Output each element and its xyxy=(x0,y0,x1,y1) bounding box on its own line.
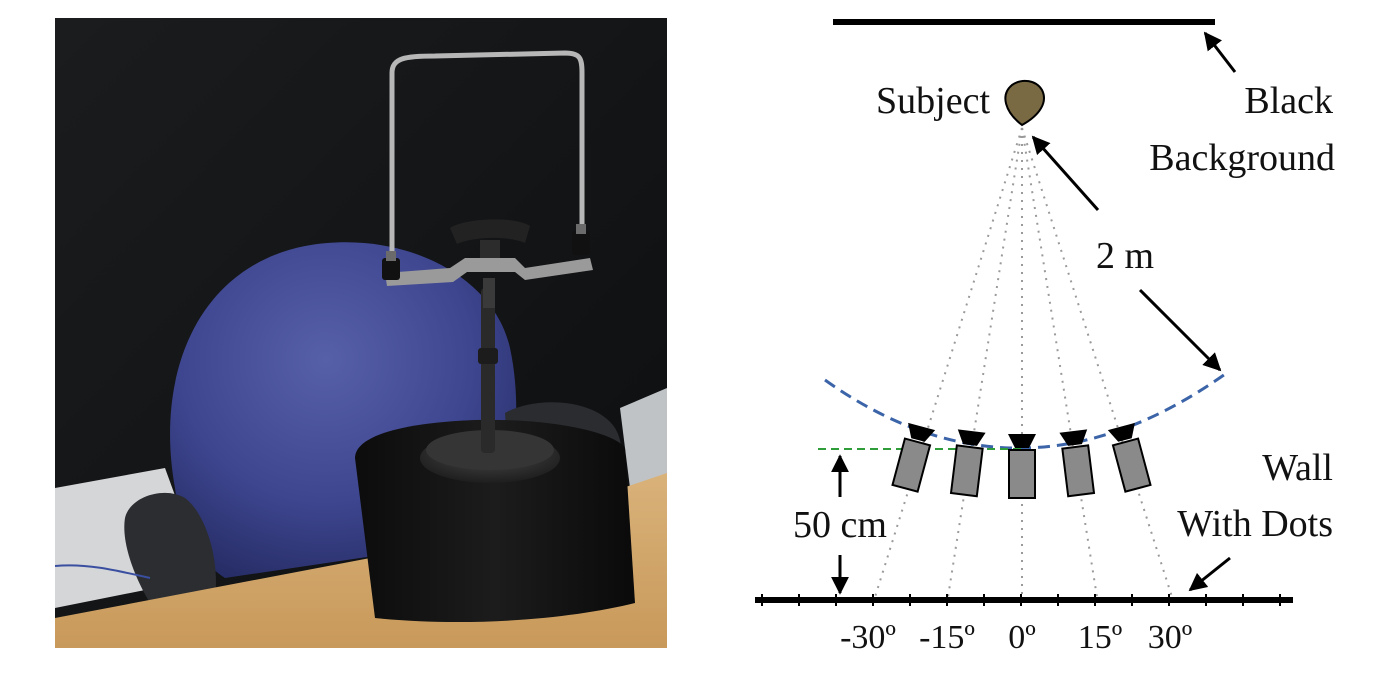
angle-label: -30º xyxy=(840,619,896,656)
chin-cup xyxy=(450,219,530,244)
cameras xyxy=(891,422,1152,499)
cross-bar xyxy=(385,258,593,286)
camera-icon xyxy=(1008,434,1036,499)
angle-label: -15º xyxy=(919,619,975,656)
camera-icon xyxy=(949,429,986,498)
offset-label: 50 cm xyxy=(793,504,887,546)
angle-label: 30º xyxy=(1148,619,1193,656)
chin-rest-photo xyxy=(55,18,667,648)
background-label: Background xyxy=(1149,137,1335,179)
angle-labels: -30º -15º 0º 15º 30º xyxy=(840,619,1192,656)
angle-label: 15º xyxy=(1078,619,1123,656)
distance-label: 2 m xyxy=(1096,235,1154,277)
stand-pole xyxy=(481,288,495,453)
chair-arm-left xyxy=(124,492,216,618)
grey-panel xyxy=(620,388,667,498)
subject-label: Subject xyxy=(876,80,990,122)
black-box xyxy=(355,419,635,623)
wall-label: Wall xyxy=(1262,447,1333,489)
wall-dots xyxy=(761,594,1281,606)
wall-arrow xyxy=(1188,556,1231,592)
sight-lines xyxy=(874,127,1173,598)
with-dots-label: With Dots xyxy=(1177,503,1333,545)
subject-head-icon xyxy=(1004,79,1045,127)
setup-diagram: Black Background Subject 2 m 50 cm Wall … xyxy=(755,19,1335,656)
background-arrow xyxy=(1203,31,1237,73)
distance-arrow-up xyxy=(1031,135,1100,211)
angle-label: 0º xyxy=(1008,619,1036,656)
camera-icon xyxy=(1059,429,1096,498)
camera-icon xyxy=(891,422,936,493)
head-frame xyxy=(389,50,585,263)
black-label: Black xyxy=(1244,80,1333,122)
camera-icon xyxy=(1107,422,1152,493)
distance-arrow-down xyxy=(1138,288,1222,372)
